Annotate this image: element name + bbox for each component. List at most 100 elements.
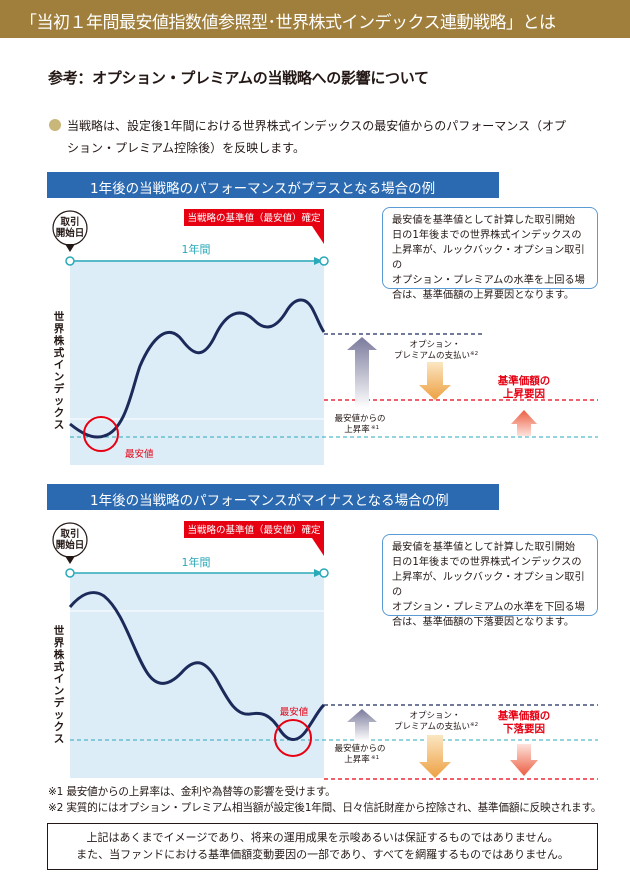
chart-plus: 取引 開始日 当戦略の基準値（最安値）確定 1年間 世界株式 インデッ クス 最… — [52, 209, 598, 465]
factor-label-plus-1: 基準価額の — [497, 374, 551, 387]
rise-label-minus-1: 最安値からの — [334, 743, 385, 754]
disclaimer-box: 上記はあくまでイメージであり、将来の運用成果を示唆あるいは保証するものではありま… — [47, 823, 598, 870]
bullet-icon — [49, 119, 61, 131]
note-minus-line-4: オプション・プレミアムの水準を下回る場 — [392, 602, 585, 613]
period-label-plus: 1年間 — [182, 242, 211, 256]
period-arrowhead-plus — [314, 257, 323, 265]
svg-text:ン: ン — [54, 371, 65, 383]
intro-line-1: 当戦略は、設定後1年間における世界株式インデックスの最安値からのパフォーマンス（… — [67, 119, 567, 133]
factor-arrow-plus — [511, 410, 537, 436]
svg-text:イ: イ — [54, 673, 65, 685]
note-minus-line-1: 最安値を基準値として計算した取引開始 — [392, 542, 576, 553]
svg-text:界: 界 — [54, 637, 65, 649]
svg-text:デ: デ — [54, 696, 65, 709]
premium-label-minus-1: オプション・ — [409, 711, 460, 721]
note-box-minus: 最安値を基準値として計算した取引開始 日の1年後までの世界株式インデックスの 上… — [382, 534, 598, 628]
page-title: 「当初１年間最安値指数値参照型･世界株式インデックス連動戦略」とは — [20, 13, 556, 33]
premium-label-minus-2: プレミアムの支払い — [394, 721, 470, 732]
period-end-dot-minus — [319, 568, 329, 578]
svg-text:界: 界 — [54, 323, 65, 335]
footnote-1: ※1 最安値からの上昇率は、金利や為替等の影響を受けます。 — [48, 786, 336, 798]
low-circle-minus — [274, 719, 312, 757]
intro-line-2: ション・プレミアム控除後）を反映します。 — [67, 141, 305, 155]
start-bubble-plus: 取引 開始日 — [52, 210, 88, 252]
rise-arrow-plus — [347, 337, 377, 408]
svg-text:デ: デ — [54, 382, 65, 395]
period-end-dot-plus — [319, 256, 329, 266]
svg-text:株: 株 — [54, 648, 65, 661]
note-minus-line-5: 合は、基準価額の下落要因となります。 — [392, 617, 575, 628]
intro-text: 当戦略は、設定後1年間における世界株式インデックスの最安値からのパフォーマンス（… — [67, 115, 597, 159]
note-plus-line-1: 最安値を基準値として計算した取引開始 — [392, 215, 576, 226]
note-plus-line-5: 合は、基準価額の上昇要因となります。 — [392, 290, 575, 301]
confirm-badge-minus — [184, 521, 324, 538]
rise-label-plus-2: 上昇率 — [344, 424, 370, 435]
confirm-label-plus: 当戦略の基準値（最安値）確定 — [187, 212, 321, 224]
low-label-plus: 最安値 — [125, 448, 154, 460]
start-bubble-minus: 取引 開始日 — [52, 522, 88, 564]
premium-sup-minus: ※2 — [470, 722, 478, 728]
section-minus-heading: 1年後の当戦略のパフォーマンスがマイナスとなる場合の例 — [90, 493, 449, 509]
note-plus-line-2: 日の1年後までの世界株式インデックスの — [392, 230, 582, 241]
disclaimer-line-2: また、当ファンドにおける基準価額変動要因の一部であり、すべてを網羅するものではあ… — [76, 848, 569, 861]
factor-label-minus-1: 基準価額の — [497, 709, 551, 722]
chart-minus: 取引 開始日 当戦略の基準値（最安値）確定 1年間 世界株式 インデッ クス 最… — [52, 521, 598, 780]
note-plus-line-4: オプション・プレミアムの水準を上回る場 — [392, 275, 585, 286]
rise-arrow-minus — [347, 709, 377, 741]
rise-label-minus-2: 上昇率 — [344, 754, 370, 765]
section-subtitle: 参考：オプション・プレミアムの当戦略への影響について — [48, 69, 429, 87]
premium-label-plus-2: プレミアムの支払い — [394, 350, 470, 361]
rise-sup-plus: ※1 — [371, 425, 379, 431]
rise-label-plus-1: 最安値からの — [334, 413, 385, 424]
confirm-pointer-plus — [312, 226, 324, 244]
start-label-minus-1: 取引 — [60, 528, 79, 540]
note-box-plus: 最安値を基準値として計算した取引開始 日の1年後までの世界株式インデックスの 上… — [382, 207, 598, 301]
index-line-plus — [69, 298, 326, 439]
svg-text:ク: ク — [54, 407, 65, 419]
y-axis-label-plus: 世界株式 インデッ クス — [54, 310, 65, 431]
low-circle-plus — [83, 416, 119, 452]
svg-text:ス: ス — [54, 733, 65, 745]
svg-text:世: 世 — [54, 310, 65, 323]
svg-text:式: 式 — [54, 346, 65, 359]
period-start-dot-minus — [65, 568, 75, 578]
factor-label-minus-2: 下落要因 — [503, 722, 545, 735]
svg-text:世: 世 — [54, 624, 65, 637]
premium-arrow-plus — [419, 362, 451, 400]
confirm-label-minus: 当戦略の基準値（最安値）確定 — [187, 524, 321, 536]
premium-sup-plus: ※2 — [470, 351, 478, 357]
disclaimer-line-1: 上記はあくまでイメージであり、将来の運用成果を示唆あるいは保証するものではありま… — [86, 831, 559, 844]
footnote-2: ※2 実質的にはオプション・プレミアム相当額が設定後1年間、日々信託財産から控除… — [48, 802, 602, 814]
svg-text:ッ: ッ — [54, 709, 65, 721]
section-plus-heading: 1年後の当戦略のパフォーマンスがプラスとなる場合の例 — [90, 181, 436, 197]
period-start-dot-plus — [65, 256, 75, 266]
svg-text:ン: ン — [54, 685, 65, 697]
svg-text:ッ: ッ — [54, 395, 65, 407]
chart-minus-area — [70, 573, 324, 778]
note-minus-line-3: 上昇率が、ルックバック・オプション取引の — [392, 572, 585, 598]
period-label-minus: 1年間 — [182, 555, 211, 569]
factor-arrow-minus — [510, 744, 538, 776]
svg-text:イ: イ — [54, 359, 65, 371]
rise-sup-minus: ※1 — [371, 755, 379, 761]
section-plus-bar — [47, 172, 499, 198]
svg-text:ス: ス — [54, 419, 65, 431]
confirm-pointer-minus — [312, 538, 324, 556]
confirm-badge-plus — [184, 209, 324, 226]
header-bar — [0, 0, 630, 38]
factor-label-plus-2: 上昇要因 — [503, 387, 545, 400]
premium-arrow-minus — [419, 735, 451, 778]
premium-label-plus-1: オプション・ — [409, 340, 460, 350]
section-minus-bar — [47, 484, 499, 510]
note-plus-line-3: 上昇率が、ルックバック・オプション取引の — [392, 245, 585, 271]
note-minus-line-2: 日の1年後までの世界株式インデックスの — [392, 557, 582, 568]
y-axis-label-minus: 世界株式 インデッ クス — [54, 624, 65, 745]
period-arrowhead-minus — [314, 569, 323, 577]
start-label-plus-2: 開始日 — [56, 227, 85, 239]
svg-text:式: 式 — [54, 660, 65, 673]
index-line-minus — [68, 591, 325, 741]
svg-text:ク: ク — [54, 721, 65, 733]
svg-text:株: 株 — [54, 334, 65, 347]
start-label-minus-2: 開始日 — [56, 539, 85, 551]
start-label-plus-1: 取引 — [60, 216, 79, 228]
